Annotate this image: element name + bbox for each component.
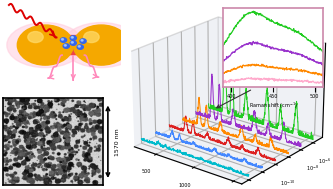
Ellipse shape	[63, 22, 140, 68]
Circle shape	[60, 38, 67, 42]
Circle shape	[28, 32, 43, 43]
Circle shape	[78, 46, 80, 47]
Ellipse shape	[7, 22, 84, 68]
Circle shape	[64, 45, 66, 46]
X-axis label: Raman shift (cm$^{-1}$): Raman shift (cm$^{-1}$)	[249, 100, 297, 111]
Circle shape	[71, 42, 73, 43]
Circle shape	[17, 25, 73, 65]
Circle shape	[84, 32, 99, 43]
FancyBboxPatch shape	[61, 36, 86, 55]
Circle shape	[81, 40, 83, 41]
Circle shape	[77, 45, 83, 49]
Y-axis label: Concentration (M): Concentration (M)	[298, 188, 333, 189]
Text: 1570 nm: 1570 nm	[115, 128, 120, 156]
Circle shape	[73, 25, 129, 65]
Circle shape	[80, 39, 86, 43]
Circle shape	[70, 41, 76, 45]
Circle shape	[63, 44, 69, 48]
Circle shape	[71, 37, 73, 38]
Circle shape	[62, 39, 64, 40]
Circle shape	[70, 36, 76, 40]
